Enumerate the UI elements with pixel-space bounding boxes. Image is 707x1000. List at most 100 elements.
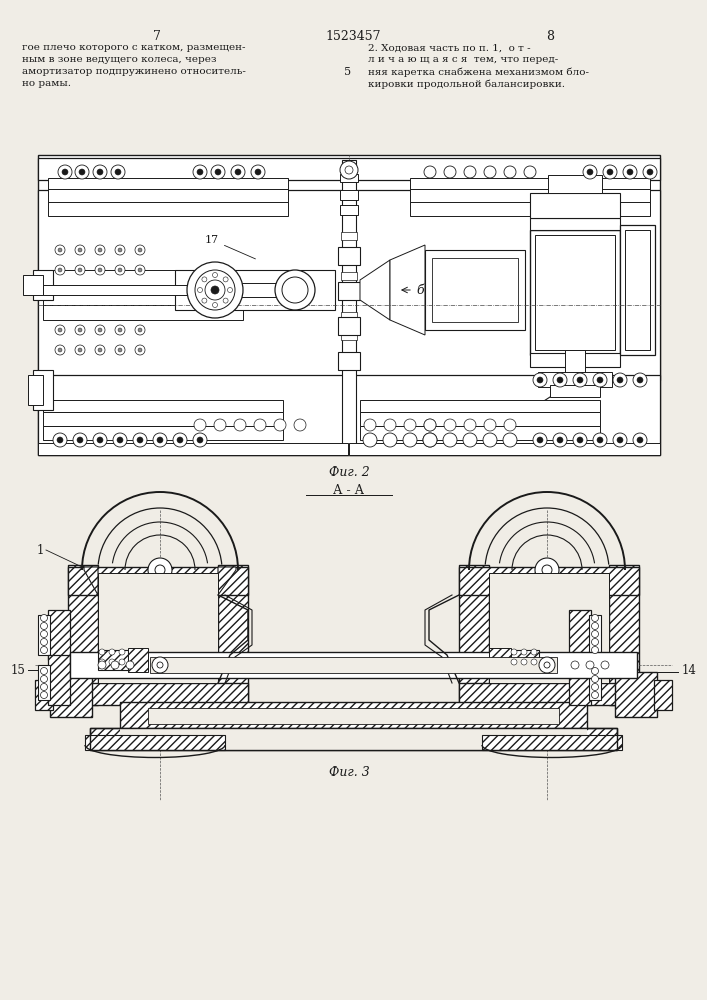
Bar	[43, 400, 283, 412]
Circle shape	[97, 437, 103, 443]
Bar	[48, 189, 288, 203]
Circle shape	[98, 328, 102, 332]
Circle shape	[177, 437, 183, 443]
Circle shape	[138, 348, 142, 352]
Bar	[128, 648, 148, 672]
Circle shape	[40, 676, 47, 682]
Bar	[360, 400, 600, 412]
Circle shape	[95, 345, 105, 355]
Bar	[341, 332, 357, 340]
Circle shape	[345, 166, 353, 174]
Circle shape	[109, 649, 115, 655]
Circle shape	[205, 280, 225, 300]
Circle shape	[58, 248, 62, 252]
Circle shape	[153, 433, 167, 447]
Circle shape	[118, 348, 122, 352]
Bar	[360, 412, 600, 426]
Circle shape	[202, 298, 207, 303]
Circle shape	[138, 248, 142, 252]
Circle shape	[275, 270, 315, 310]
Circle shape	[592, 631, 599, 638]
Bar	[43, 285, 188, 295]
Bar	[338, 247, 360, 265]
Bar	[340, 190, 358, 200]
Bar	[615, 672, 657, 717]
Bar	[538, 372, 612, 387]
Circle shape	[231, 165, 245, 179]
Circle shape	[643, 165, 657, 179]
Bar	[569, 610, 591, 660]
Circle shape	[57, 437, 63, 443]
Circle shape	[119, 649, 125, 655]
Circle shape	[444, 166, 456, 178]
Bar	[482, 735, 622, 750]
Circle shape	[617, 377, 623, 383]
Circle shape	[503, 433, 517, 447]
Bar	[489, 573, 609, 683]
Circle shape	[647, 169, 653, 175]
Bar	[98, 573, 218, 683]
Circle shape	[79, 169, 85, 175]
Circle shape	[75, 265, 85, 275]
Circle shape	[557, 437, 563, 443]
Circle shape	[637, 437, 643, 443]
Circle shape	[234, 419, 246, 431]
Circle shape	[537, 377, 543, 383]
Text: л и ч а ю щ а я с я  тем, что перед-: л и ч а ю щ а я с я тем, что перед-	[368, 55, 559, 64]
Circle shape	[571, 661, 579, 669]
Circle shape	[424, 419, 436, 431]
Circle shape	[137, 437, 143, 443]
Circle shape	[424, 419, 436, 431]
Circle shape	[115, 245, 125, 255]
Bar	[48, 178, 288, 190]
Circle shape	[194, 419, 206, 431]
Circle shape	[40, 639, 47, 646]
Bar	[43, 270, 243, 290]
Circle shape	[424, 166, 436, 178]
Circle shape	[98, 661, 106, 669]
Circle shape	[58, 348, 62, 352]
Circle shape	[78, 328, 82, 332]
Circle shape	[111, 661, 119, 669]
Circle shape	[214, 419, 226, 431]
Circle shape	[40, 614, 47, 621]
Circle shape	[98, 248, 102, 252]
Circle shape	[633, 373, 647, 387]
Bar	[48, 202, 288, 216]
Text: б: б	[416, 284, 423, 296]
Circle shape	[55, 345, 65, 355]
Circle shape	[573, 373, 587, 387]
Circle shape	[93, 165, 107, 179]
Circle shape	[235, 169, 241, 175]
Circle shape	[40, 684, 47, 690]
Bar	[530, 230, 620, 355]
Bar	[341, 232, 357, 240]
Circle shape	[135, 265, 145, 275]
Bar	[43, 290, 243, 305]
Circle shape	[119, 659, 125, 665]
Bar	[68, 567, 248, 595]
Circle shape	[118, 248, 122, 252]
Bar	[38, 443, 348, 455]
Circle shape	[524, 166, 536, 178]
Bar	[28, 375, 43, 405]
Text: гое плечо которого с катком, размещен-: гое плечо которого с катком, размещен-	[22, 43, 245, 52]
Text: няя каретка снабжена механизмом бло-: няя каретка снабжена механизмом бло-	[368, 67, 589, 77]
Bar	[509, 650, 539, 670]
Circle shape	[157, 662, 163, 668]
Text: но рамы.: но рамы.	[22, 80, 71, 89]
Circle shape	[511, 649, 517, 655]
Bar	[489, 648, 511, 672]
Bar	[569, 655, 591, 705]
Text: А - А: А - А	[334, 484, 365, 496]
Bar	[38, 375, 348, 455]
Circle shape	[113, 433, 127, 447]
Bar	[459, 565, 489, 705]
Circle shape	[592, 692, 599, 698]
Circle shape	[211, 286, 219, 294]
Circle shape	[613, 433, 627, 447]
Circle shape	[592, 684, 599, 690]
Circle shape	[464, 166, 476, 178]
Circle shape	[40, 631, 47, 638]
Circle shape	[577, 437, 583, 443]
